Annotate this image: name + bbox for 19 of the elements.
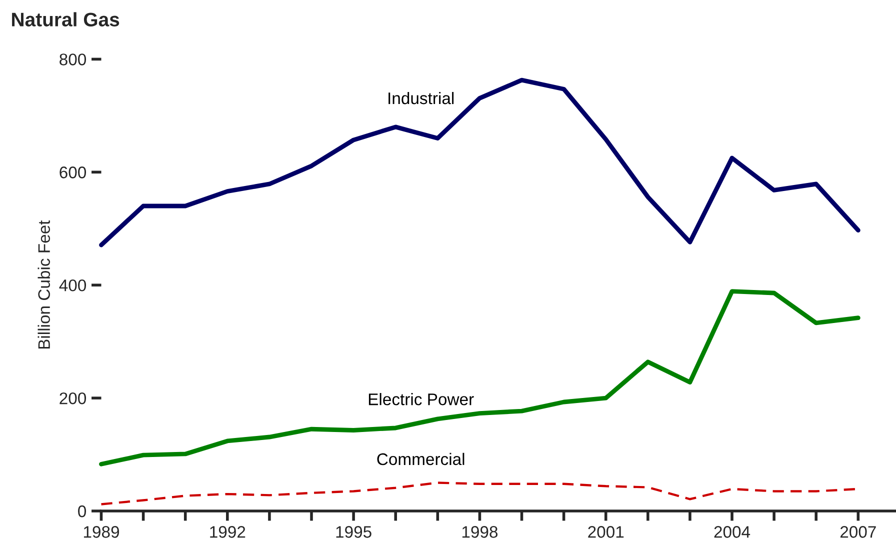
x-tick-label: 1989	[84, 526, 119, 538]
x-tick-label: 2004	[714, 526, 750, 538]
y-tick-label: 0	[78, 505, 86, 518]
x-tick-label: 1992	[210, 526, 246, 538]
y-tick-label: 400	[59, 279, 86, 292]
y-tick-label: 800	[60, 54, 86, 66]
y-axis-title: Billion Cubic Feet	[38, 220, 50, 349]
series-label: Industrial	[388, 92, 454, 104]
line-series	[99, 78, 860, 248]
series-label: Commercial	[377, 452, 464, 466]
x-tick-label: 2007	[840, 526, 876, 538]
line-series	[99, 289, 860, 466]
y-tick-label: 600	[60, 166, 86, 178]
x-tick-label: 1998	[462, 526, 498, 538]
chart-title: Natural Gas	[12, 12, 120, 26]
x-tick-label: 1995	[336, 526, 372, 538]
y-tick-label: 200	[60, 392, 86, 404]
x-tick-label: 2001	[588, 526, 624, 538]
series-label: Electric Power	[368, 392, 474, 406]
